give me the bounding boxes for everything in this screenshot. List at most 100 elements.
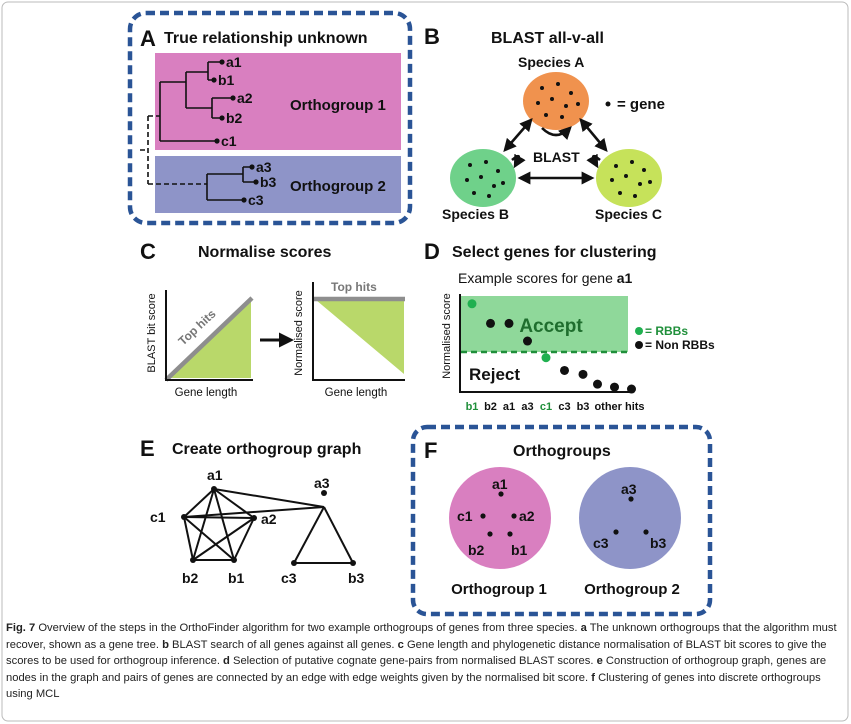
panel-d: D Select genes for clustering Example sc…	[424, 239, 715, 413]
orthogroup-gene-dots	[480, 491, 649, 537]
point-other-hits	[610, 382, 619, 392]
f-gene-a1: a1	[492, 476, 508, 492]
caption-c-text: Gene length and phylogenetic distance no…	[6, 638, 827, 668]
self-loop-c	[586, 153, 601, 169]
panel-f-letter: F	[424, 438, 437, 463]
arrow-a-c	[579, 118, 608, 152]
species-a-label: Species A	[518, 54, 584, 70]
panel-e-title: Create orthogroup graph	[172, 441, 361, 458]
point-b3	[578, 369, 588, 379]
node-label-a3: a3	[314, 475, 330, 491]
x-label-a1: a1	[503, 401, 515, 413]
gene-tree	[140, 61, 256, 201]
caption-a-text: The unknown orthogroups that the algorit…	[6, 622, 837, 651]
f-gene-b1: b1	[511, 542, 528, 558]
f-gene-c1: c1	[457, 508, 473, 524]
point-c1	[541, 353, 551, 363]
scatter-points	[467, 299, 636, 394]
f-orthogroup-1-label: Orthogroup 1	[451, 581, 547, 598]
right-top-hits-label: Top hits	[331, 280, 377, 294]
left-ylabel: BLAST bit score	[146, 293, 158, 372]
panel-a: A True relationship unknown Orthogroup 1…	[127, 10, 413, 226]
tree-root-dashed	[140, 115, 207, 185]
node-label-b2: b2	[182, 570, 199, 586]
point-a3	[523, 336, 532, 346]
panel-d-letter: D	[424, 239, 440, 264]
d-plot-axes	[459, 294, 633, 393]
leaf-label-a3: a3	[256, 159, 272, 175]
x-label-a3: a3	[521, 401, 533, 413]
leaf-label-b1: b1	[218, 72, 235, 88]
caption-c-letter: c	[397, 638, 404, 651]
panel-c-letter: C	[140, 239, 156, 264]
right-ylabel: Normalised score	[293, 290, 305, 376]
legend-rbb-dot	[635, 327, 643, 335]
node-label-c3: c3	[281, 570, 297, 586]
caption-intro: Overview of the steps in the OrthoFinder…	[35, 622, 581, 634]
tree-group1-branches	[159, 61, 233, 142]
f-gene-b2: b2	[468, 542, 485, 558]
gene-legend-dot	[605, 101, 611, 107]
node-label-a2: a2	[261, 511, 277, 527]
select-genes-chart: Accept Reject Normalised score b1 b2 a1 a3 c…	[441, 293, 645, 413]
blast-arrows	[503, 118, 608, 185]
blast-label: BLAST	[533, 149, 580, 165]
point-other-hits	[627, 384, 636, 394]
caption-e-text: Construction of orthogroup graph, genes …	[6, 655, 827, 684]
species-c-label: Species C	[595, 206, 662, 222]
panel-f-dashed-frame	[410, 424, 713, 617]
panel-b: B BLAST all-v-all Species A = gene BLAS	[424, 24, 665, 222]
orthogroup-graph-edges	[183, 488, 354, 564]
caption-f-text: Clustering of genes into discrete orthog…	[6, 671, 821, 701]
left-xlabel: Gene length	[175, 387, 238, 399]
self-loop-a	[541, 126, 572, 140]
panel-a-title: True relationship unknown	[164, 30, 368, 47]
orthogroup-2-circle	[579, 467, 681, 569]
caption-a-letter: a	[580, 622, 587, 634]
node-label-b3: b3	[348, 570, 365, 586]
panel-d-subtitle: Example scores for gene a1	[458, 270, 633, 286]
leaf-label-c3: c3	[248, 192, 264, 208]
leaf-label-a2: a2	[237, 90, 253, 106]
x-label-c3: c3	[558, 401, 570, 413]
orthogroup-1-circle	[449, 467, 551, 569]
x-label-b2: b2	[484, 401, 497, 413]
panel-c-title: Normalise scores	[198, 244, 332, 261]
panel-f: F Orthogroups a1 c1 a2 b2 b1 a3 c3 b3 Or…	[410, 424, 713, 617]
figure-caption: Fig. 7 Overview of the steps in the Orth…	[6, 620, 844, 703]
species-a-blob	[523, 72, 589, 130]
legend-nonrbb-label: = Non RBBs	[645, 338, 715, 352]
f-gene-a2: a2	[519, 508, 535, 524]
point-b1	[467, 299, 477, 309]
x-label-c1: c1	[540, 401, 552, 413]
point-a1	[504, 318, 514, 328]
f-orthogroup-2-label: Orthogroup 2	[584, 581, 680, 598]
f-gene-c3: c3	[593, 535, 609, 551]
x-label-b1: b1	[466, 401, 479, 413]
point-c3	[560, 365, 569, 375]
bitscore-top-hits-line	[164, 296, 254, 382]
left-plot-axes	[165, 290, 253, 381]
leaf-label-b3: b3	[260, 174, 277, 190]
leaf-label-c1: c1	[221, 133, 237, 149]
panel-d-title: Select genes for clustering	[452, 244, 657, 261]
orthogroup-1-label: Orthogroup 1	[290, 97, 386, 114]
caption-b-letter: b	[162, 638, 169, 651]
right-xlabel: Gene length	[325, 387, 388, 399]
x-tick-labels: b1 b2 a1 a3 c1 c3 b3 other hits	[466, 401, 645, 413]
f-gene-b3: b3	[650, 535, 667, 551]
orthogroup-graph-nodes	[181, 486, 356, 566]
panel-f-title: Orthogroups	[513, 443, 611, 460]
f-gene-a3: a3	[621, 481, 637, 497]
caption-f-letter: f	[591, 671, 595, 684]
panel-e-letter: E	[140, 436, 155, 461]
d-ylabel: Normalised score	[441, 293, 453, 379]
node-label-c1: c1	[150, 509, 166, 525]
right-plot-axes	[312, 282, 405, 381]
orthogroup-2-label: Orthogroup 2	[290, 178, 386, 195]
point-other-hits	[593, 379, 602, 389]
normalised-triangle	[316, 300, 404, 374]
legend-rbb-label: = RBBs	[645, 324, 688, 338]
panel-b-title: BLAST all-v-all	[491, 30, 604, 47]
